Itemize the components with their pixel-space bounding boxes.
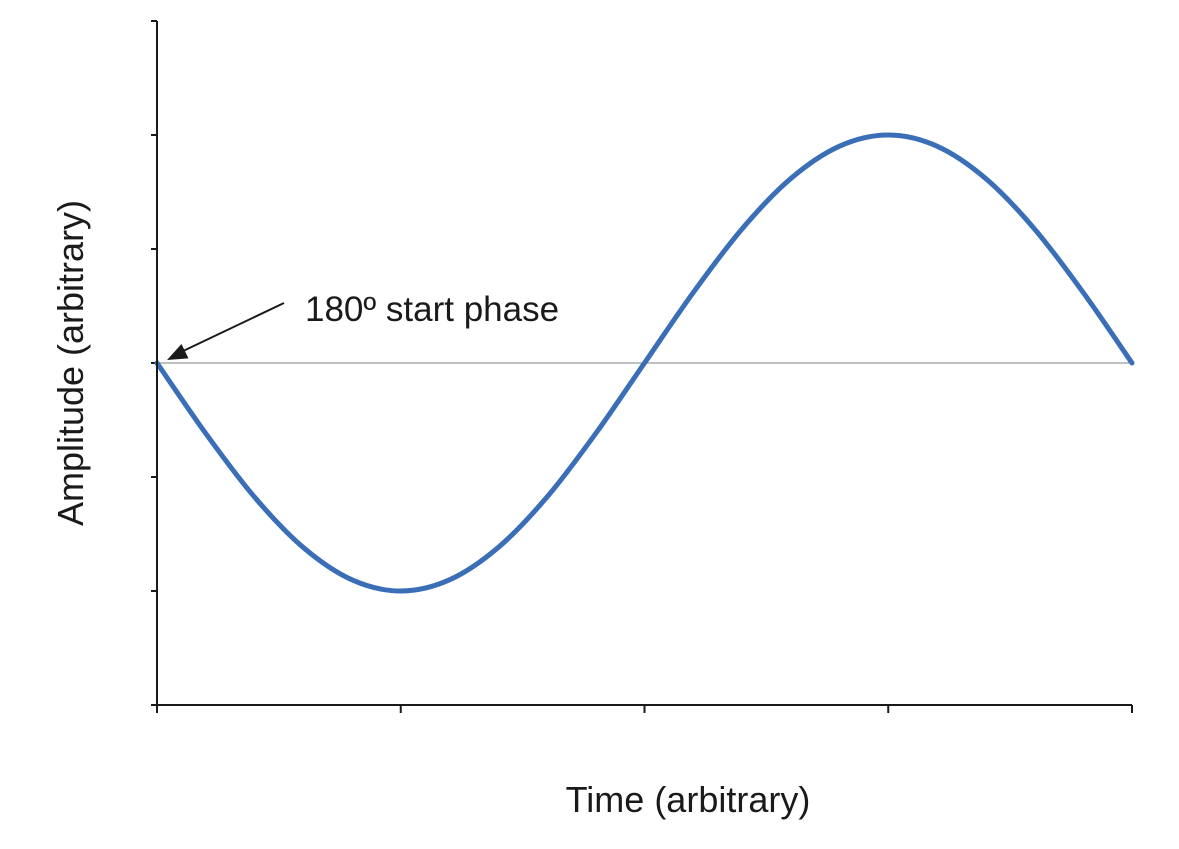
x-axis-ticks [156, 705, 1133, 713]
annotation-arrow [180, 302, 285, 353]
x-axis-label: Time (arbitrary) [566, 779, 811, 820]
y-axis-label: Amplitude (arbitrary) [50, 200, 91, 526]
series-line [154, 132, 1135, 594]
y-axis-ticks [151, 20, 157, 706]
annotation-arrowhead [167, 344, 189, 360]
annotation-label: 180º start phase [305, 290, 559, 329]
